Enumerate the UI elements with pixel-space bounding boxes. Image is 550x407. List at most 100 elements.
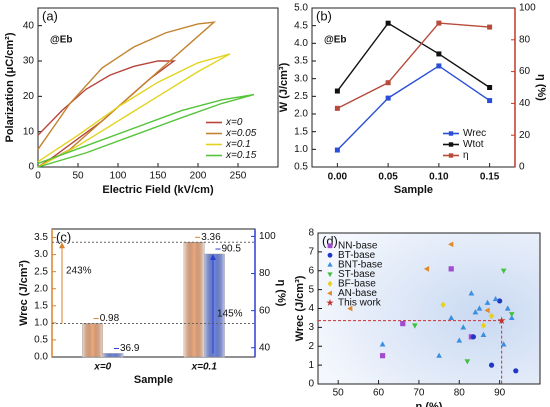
legend-label: x=0	[225, 117, 243, 128]
x-tick-label: 150	[150, 171, 167, 182]
y-tick-label: 1	[308, 360, 314, 371]
marker	[484, 299, 491, 305]
y2-tick-label: 100	[519, 3, 536, 14]
marker	[412, 323, 418, 329]
legend-label: BNT-base	[338, 259, 383, 270]
marker	[464, 359, 471, 365]
marker	[436, 20, 442, 26]
x-tick-label: 60	[373, 388, 385, 399]
marker	[347, 305, 353, 312]
y-tick-label: 2.0	[294, 109, 308, 120]
marker	[423, 266, 430, 272]
value-label: 3.36	[201, 232, 221, 243]
y-tick-label: 2.5	[294, 91, 308, 102]
y-tick-label: 5.0	[294, 3, 308, 14]
legend-label: x=0.05	[225, 128, 257, 139]
y-tick-label: 7	[308, 247, 314, 258]
y-tick-label: 2.0	[34, 283, 48, 294]
y-tick-label: 8	[308, 228, 314, 239]
x-tick-label: 0.10	[429, 172, 449, 183]
panel-label: (a)	[42, 8, 58, 23]
marker	[334, 88, 340, 94]
legend-label: Wtot	[463, 139, 484, 150]
marker	[448, 153, 454, 158]
change-label: 243%	[66, 266, 92, 277]
y-axis-label: W (J/cm³)	[278, 62, 290, 112]
y-tick-label: 3.5	[34, 232, 48, 243]
y-axis-label: Polarization (μC/cm²)	[4, 32, 16, 142]
legend-label: AN-base	[338, 288, 377, 299]
y-tick-label: 2	[308, 341, 314, 352]
y-tick-label: 0.5	[34, 335, 48, 346]
series-line	[37, 53, 231, 168]
y2-tick-label: 40	[259, 342, 271, 353]
y-tick-label: 40	[23, 20, 35, 31]
y-tick-label: 3.0	[294, 73, 308, 84]
legend-label: ST-base	[338, 269, 376, 280]
marker	[385, 95, 391, 101]
y-tick-label: 1.0	[294, 144, 308, 155]
y-tick-label: 4.0	[294, 38, 308, 49]
series-line	[37, 21, 217, 168]
marker	[487, 24, 493, 30]
marker	[436, 51, 442, 57]
marker	[492, 295, 499, 302]
x-tick-label: 90	[494, 388, 506, 399]
marker	[379, 341, 386, 347]
marker	[484, 307, 490, 314]
value-label: 36.9	[120, 343, 140, 354]
y-tick-label: 0	[308, 379, 314, 390]
bar-shine	[204, 254, 225, 357]
y-tick-label: 2.5	[34, 266, 48, 277]
marker	[487, 98, 493, 104]
legend-label: x=0.1	[225, 139, 251, 150]
y2-tick-label: 60	[259, 305, 271, 316]
marker	[488, 312, 495, 320]
marker	[448, 266, 454, 272]
y-tick-label: 10	[23, 126, 35, 137]
marker	[327, 272, 333, 278]
marker	[327, 280, 333, 287]
marker	[460, 324, 467, 330]
legend-label: x=0.15	[225, 150, 257, 161]
marker	[487, 85, 493, 90]
series-line	[337, 22, 490, 109]
y-axis-label: Wrec (J/cm³)	[18, 260, 30, 326]
y-tick-label: 3.5	[294, 56, 308, 67]
bar-shine	[102, 353, 124, 357]
marker	[448, 241, 454, 248]
marker	[326, 298, 334, 306]
y-tick-label: 6	[308, 265, 314, 276]
value-label: 0.98	[100, 313, 120, 324]
y2-tick-label: 40	[519, 98, 531, 109]
x-tick-label: 250	[230, 171, 247, 182]
series-line	[37, 60, 177, 168]
plot-frame	[37, 7, 279, 168]
marker	[436, 63, 442, 69]
annotation: @Eb	[324, 35, 347, 46]
marker	[400, 321, 406, 327]
y-tick-label: 30	[23, 56, 35, 67]
series-line	[336, 65, 491, 151]
marker	[327, 290, 332, 296]
y-tick-label: 3	[308, 322, 314, 333]
marker	[470, 334, 476, 340]
y2-axis-label: η (%)	[275, 280, 287, 307]
x-axis-label: Sample	[394, 184, 433, 196]
x-tick-label: 0.00	[328, 172, 348, 183]
panel-label: (b)	[316, 8, 332, 23]
annotation: @Eb	[50, 35, 73, 46]
change-label: 145%	[217, 308, 243, 319]
marker	[497, 298, 503, 304]
series-line	[37, 93, 255, 168]
x-tick-label: 0	[35, 171, 41, 182]
bar-shine	[183, 242, 205, 357]
x-tick-label: x=0.1	[191, 362, 218, 373]
y-tick-label: 0	[28, 162, 34, 173]
legend-label: NN-base	[338, 240, 378, 251]
arrow-head	[59, 242, 65, 249]
marker	[468, 290, 475, 296]
y-tick-label: 1.0	[34, 318, 48, 329]
panel-label: (d)	[322, 233, 338, 248]
plot-frame	[317, 232, 541, 385]
